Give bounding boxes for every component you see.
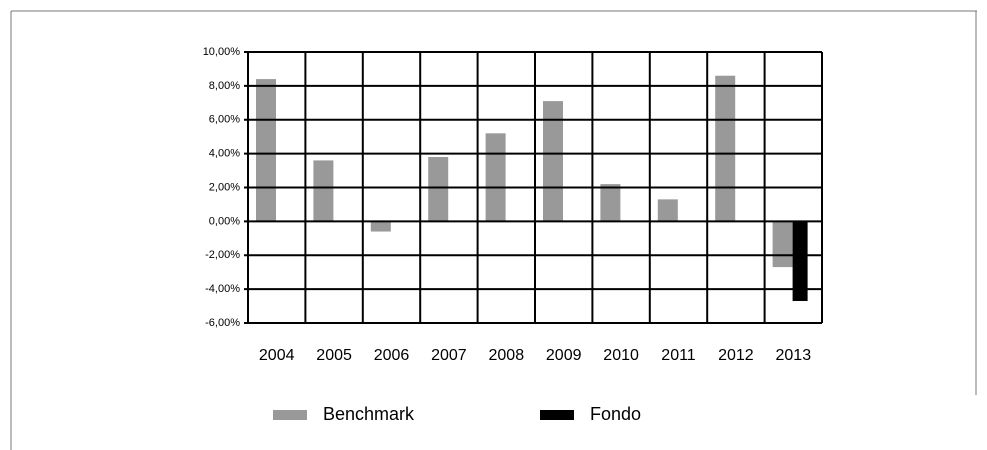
bar [485,133,506,222]
x-tick-label: 2009 [546,347,582,364]
bar [313,160,334,222]
legend-swatch [540,410,574,420]
x-tick-label: 2004 [259,347,295,364]
y-tick-label: 2,00% [209,181,240,193]
y-tick-label: 10,00% [203,46,241,58]
y-tick-label: -6,00% [205,317,240,329]
y-tick-label: 0,00% [209,215,240,227]
bar [428,157,449,222]
legend-label: Fondo [590,404,641,424]
bar [370,221,391,232]
x-tick-label: 2011 [661,347,696,364]
y-tick-label: -4,00% [205,283,240,295]
bar [657,199,678,222]
y-tick-label: -2,00% [205,249,240,261]
legend-label: Benchmark [323,404,415,424]
x-tick-label: 2005 [316,347,352,364]
x-tick-label: 2010 [603,347,639,364]
x-tick-label: 2012 [718,347,754,364]
legend-swatch [273,410,307,420]
y-tick-label: 4,00% [209,148,240,160]
bar [256,79,276,222]
x-tick-label: 2008 [489,347,525,364]
bar [600,184,621,222]
x-tick-label: 2006 [374,347,410,364]
y-tick-label: 8,00% [209,80,240,92]
x-tick-label: 2007 [431,347,467,364]
bar [792,221,808,301]
bar [543,101,563,222]
x-tick-label: 2013 [776,347,812,364]
y-tick-label: 6,00% [209,114,240,126]
bar [772,221,793,268]
bar [715,75,736,222]
